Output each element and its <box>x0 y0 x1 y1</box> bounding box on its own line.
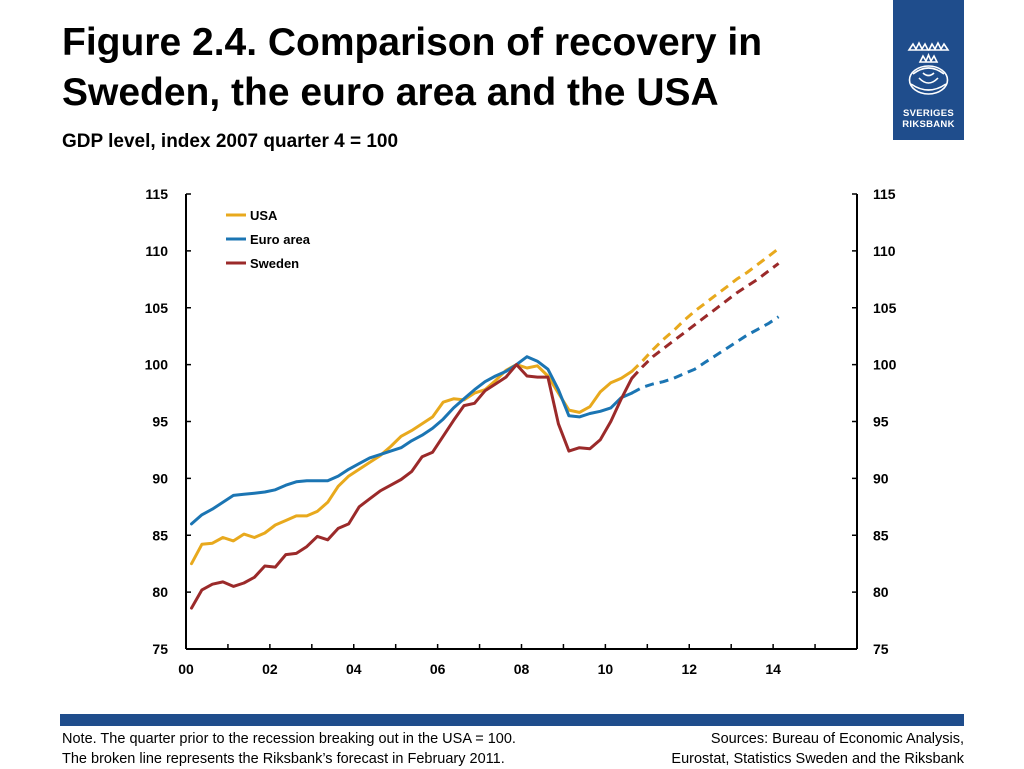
x-tick-label: 08 <box>514 661 530 677</box>
y-tick-label-right: 95 <box>873 414 889 430</box>
series-layer <box>190 247 780 610</box>
series-euro-area-line <box>190 355 634 526</box>
y-tick-label-right: 80 <box>873 584 889 600</box>
chart-subtitle: GDP level, index 2007 quarter 4 = 100 <box>62 131 399 152</box>
footnote: Note. The quarter prior to the recession… <box>62 731 516 767</box>
y-tick-label-left: 115 <box>145 186 168 202</box>
y-tick-label-left: 95 <box>152 414 168 430</box>
y-tick-label-left: 110 <box>145 243 168 259</box>
x-tick-label: 10 <box>598 661 614 677</box>
x-tick-label: 02 <box>262 661 278 677</box>
y-tick-label-right: 115 <box>873 186 896 202</box>
crown-emblem-icon <box>907 41 950 95</box>
y-tick-label-left: 85 <box>152 527 168 543</box>
y-tick-label-right: 100 <box>873 357 897 373</box>
y-tick-label-right: 110 <box>873 243 896 259</box>
chart-title: Figure 2.4. Comparison of recovery in Sw… <box>62 21 763 114</box>
y-tick-label-left: 105 <box>145 300 169 316</box>
series-usa-forecast-line <box>630 247 780 373</box>
y-tick-label-right: 90 <box>873 470 889 486</box>
x-tick-label: 14 <box>765 661 781 677</box>
legend-label: Euro area <box>250 232 311 247</box>
y-tick-label-left: 80 <box>152 584 168 600</box>
x-tick-label: 12 <box>681 661 697 677</box>
y-tick-label-right: 85 <box>873 527 889 543</box>
riksbank-logo: SVERIGES RIKSBANK <box>893 0 964 140</box>
chart-axes: 75 75 80 80 85 85 90 90 95 95 100 100 105 105 110 110 11… <box>145 186 897 677</box>
legend-label: Sweden <box>250 256 299 271</box>
y-tick-label-right: 105 <box>873 300 897 316</box>
legend-label: USA <box>250 208 278 223</box>
series-usa-line <box>190 363 634 566</box>
x-tick-label: 04 <box>346 661 362 677</box>
series-sweden-forecast-line <box>630 262 780 380</box>
line-chart: 75 75 80 80 85 85 90 90 95 95 100 100 105 105 110 110 11… <box>145 186 897 677</box>
series-sweden-line <box>190 363 634 610</box>
series-euro-area-forecast-line <box>631 315 780 395</box>
logo-text: SVERIGES RIKSBANK <box>902 108 955 130</box>
sources-note: Sources: Bureau of Economic Analysis, Eu… <box>671 731 964 767</box>
x-tick-label: 00 <box>178 661 194 677</box>
footer-bar <box>60 714 964 726</box>
y-tick-label-right: 75 <box>873 641 889 657</box>
y-tick-label-left: 100 <box>145 357 169 373</box>
x-tick-label: 06 <box>430 661 446 677</box>
y-tick-label-left: 90 <box>152 470 168 486</box>
chart-legend: USA Euro area Sweden <box>226 208 311 271</box>
y-tick-label-left: 75 <box>152 641 168 657</box>
